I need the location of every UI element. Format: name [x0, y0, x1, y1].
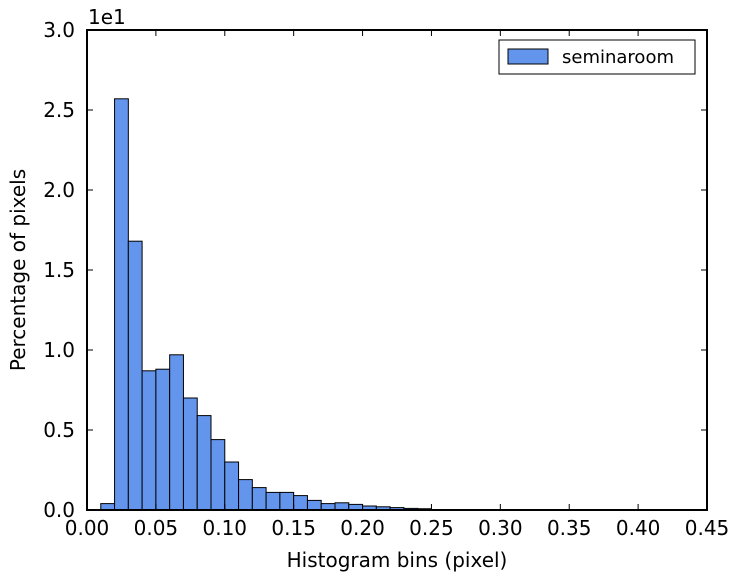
y-tick-label: 3.0 — [43, 18, 75, 42]
histogram-bar — [279, 491, 295, 511]
histogram-bar — [196, 415, 212, 511]
y-tick-label: 2.0 — [43, 178, 75, 202]
histogram-bar — [334, 502, 350, 511]
histogram-bar — [114, 98, 129, 511]
x-tick-label: 0.40 — [616, 516, 661, 540]
x-axis-label: Histogram bins (pixel) — [287, 548, 508, 572]
ticks-group: 0.00 0.05 0.10 0.15 0.20 0.25 0.30 0.35 0.40 0.45… — [43, 18, 729, 540]
x-tick-label: 0.05 — [134, 516, 179, 540]
y-axis-label: Percentage of pixels — [6, 169, 30, 371]
x-tick-label: 0.45 — [685, 516, 730, 540]
histogram-bar — [251, 487, 267, 511]
legend-label-seminaroom: seminaroom — [562, 47, 674, 68]
y-tick-label: 1.0 — [43, 338, 75, 362]
legend: seminaroom — [498, 39, 696, 75]
y-offset-text: 1e1 — [88, 5, 126, 29]
histogram-bar — [127, 240, 143, 511]
histogram-bar — [141, 370, 157, 511]
x-tick-label: 0.00 — [65, 516, 110, 540]
histogram-bar — [293, 495, 308, 511]
legend-swatch — [507, 48, 549, 65]
y-tick-label: 1.5 — [43, 258, 75, 282]
histogram-bar — [265, 491, 281, 511]
x-tick-label: 0.20 — [340, 516, 385, 540]
x-tick-label: 0.30 — [478, 516, 523, 540]
x-tick-label: 0.35 — [547, 516, 592, 540]
bars-group — [100, 98, 432, 511]
histogram-bar — [224, 461, 240, 511]
plot-frame — [86, 29, 708, 511]
y-tick-label: 0.0 — [43, 498, 75, 522]
y-tick-label: 0.5 — [43, 418, 75, 442]
y-tick-label: 2.5 — [43, 98, 75, 122]
x-tick-label: 0.15 — [271, 516, 316, 540]
histogram-bar — [238, 479, 253, 511]
histogram-bar — [306, 499, 322, 511]
x-tick-label: 0.25 — [409, 516, 454, 540]
histogram-bar — [155, 368, 171, 511]
histogram-bar — [182, 397, 198, 511]
histogram-bar — [210, 439, 226, 511]
histogram-bar — [169, 354, 184, 511]
x-tick-label: 0.10 — [203, 516, 248, 540]
